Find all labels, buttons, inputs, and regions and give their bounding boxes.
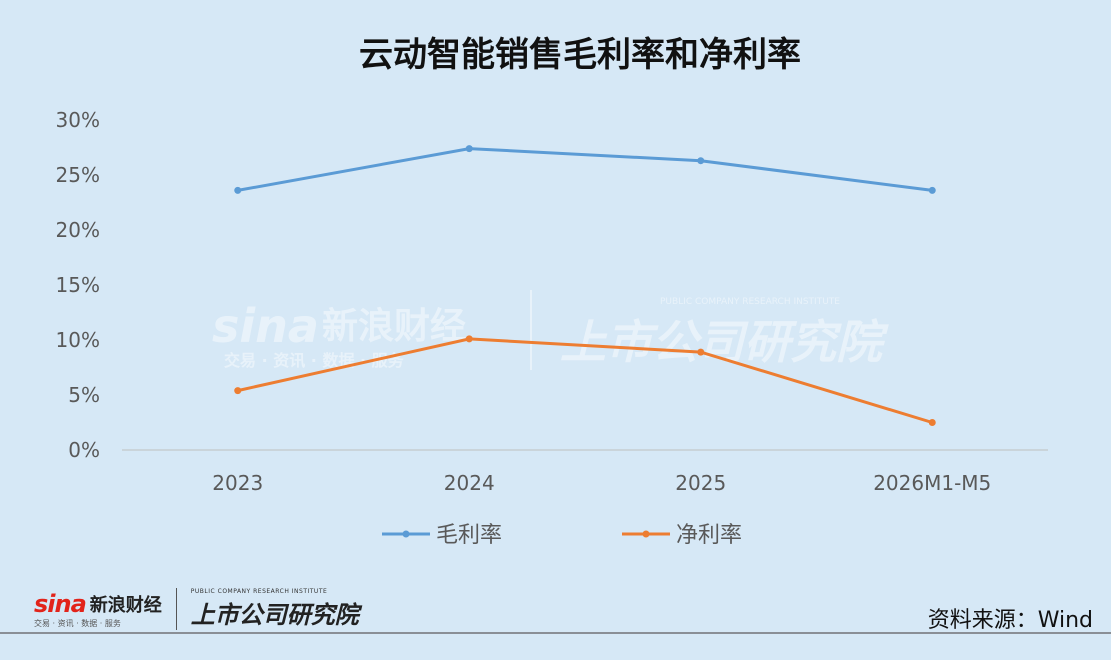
source-note: 资料来源：Wind xyxy=(927,608,1093,633)
watermark-research-en: PUBLIC COMPANY RESEARCH INSTITUTE xyxy=(660,297,840,307)
data-point xyxy=(234,387,242,395)
series-group xyxy=(234,145,936,426)
y-axis: 0% 5% 10% 15% 20% 25% 30% xyxy=(56,108,100,462)
data-point xyxy=(465,145,473,153)
data-point xyxy=(928,186,936,194)
x-tick-label: 2026M1-M5 xyxy=(873,471,991,495)
sina-logo-sub: 交易 · 资讯 · 数据 · 服务 xyxy=(34,618,121,628)
legend-label: 毛利率 xyxy=(436,523,502,548)
series-line-0 xyxy=(237,147,933,192)
y-tick-label: 30% xyxy=(56,108,100,132)
research-logo-cn: 上市公司研究院 xyxy=(190,601,359,629)
legend-swatch-marker xyxy=(402,530,410,538)
y-tick-label: 5% xyxy=(68,383,100,407)
watermark-divider xyxy=(530,290,532,370)
series-line-1 xyxy=(237,337,933,424)
footer-divider xyxy=(0,632,1111,634)
y-tick-label: 25% xyxy=(56,163,100,187)
y-tick-label: 10% xyxy=(56,328,100,352)
y-tick-label: 20% xyxy=(56,218,100,242)
x-tick-label: 2024 xyxy=(444,471,495,495)
footer xyxy=(0,580,1111,660)
x-axis: 2023 2024 2025 2026M1-M5 xyxy=(212,471,991,495)
y-tick-label: 15% xyxy=(56,273,100,297)
data-point xyxy=(465,335,473,343)
data-point xyxy=(697,348,705,356)
line-chart: 云动智能销售毛利率和净利率 sina 新浪财经 交易 · 资讯 · 数据 · 服… xyxy=(56,35,1048,548)
y-tick-label: 0% xyxy=(68,438,100,462)
watermark-sina-word: sina xyxy=(212,299,319,353)
x-tick-label: 2025 xyxy=(675,471,726,495)
watermark: sina 新浪财经 交易 · 资讯 · 数据 · 服务 PUBLIC COMPA… xyxy=(212,290,889,370)
logo-divider xyxy=(175,588,177,630)
footer-logos: sina 新浪财经 交易 · 资讯 · 数据 · 服务 PUBLIC COMPA… xyxy=(34,586,359,632)
research-institute-logo: PUBLIC COMPANY RESEARCH INSTITUTE 上市公司研究… xyxy=(191,588,359,630)
sina-finance-logo: sina 新浪财经 交易 · 资讯 · 数据 · 服务 xyxy=(34,590,162,629)
legend-label: 净利率 xyxy=(676,523,742,548)
data-point xyxy=(697,157,705,165)
x-tick-label: 2023 xyxy=(212,471,263,495)
legend-swatch-marker xyxy=(642,530,650,538)
watermark-sina-cn: 新浪财经 xyxy=(322,306,466,347)
legend: 毛利率 净利率 xyxy=(382,523,742,548)
data-point xyxy=(928,419,936,426)
watermark-sina-sub: 交易 · 资讯 · 数据 · 服务 xyxy=(224,351,405,370)
sina-logo-word: sina xyxy=(34,589,87,618)
watermark-research-cn: 上市公司研究院 xyxy=(560,315,889,369)
data-point xyxy=(234,186,242,194)
sina-logo-cn: 新浪财经 xyxy=(89,594,162,616)
chart-title: 云动智能销售毛利率和净利率 xyxy=(359,35,801,75)
research-logo-en: PUBLIC COMPANY RESEARCH INSTITUTE xyxy=(190,588,328,595)
